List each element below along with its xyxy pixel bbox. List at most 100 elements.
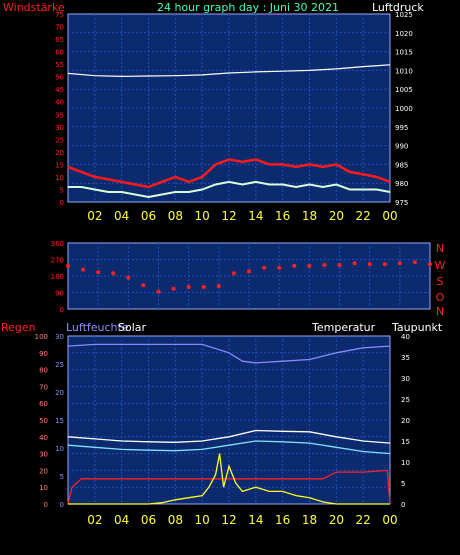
hour-tick-label: 16	[275, 513, 290, 527]
dewpoint-line	[67, 440, 391, 455]
direction-point	[171, 286, 176, 291]
wind-axis-tick: 5	[60, 186, 64, 194]
hour-tick-label: 10	[195, 209, 210, 223]
pressure-axis-tick: 1010	[395, 67, 413, 75]
humidity-axis-tick: 5	[60, 473, 64, 481]
wind-axis-tick: 20	[55, 149, 64, 157]
taupunkt-label: Taupunkt	[391, 321, 443, 334]
temperature-axis-tick: 10	[401, 459, 410, 467]
wind-axis-tick: 10	[55, 174, 64, 182]
direction-label-w: W	[435, 259, 446, 272]
direction-axis-tick: 360	[51, 240, 64, 248]
direction-point	[367, 262, 372, 267]
hour-tick-label: 06	[141, 209, 156, 223]
wind-axis-tick: 45	[55, 86, 64, 94]
wind-axis-tick: 75	[55, 11, 64, 19]
temperature-axis-tick: 20	[401, 417, 410, 425]
direction-point	[277, 265, 282, 270]
direction-point	[186, 285, 191, 289]
wind-axis-tick: 60	[55, 49, 64, 57]
pressure-axis-tick: 995	[395, 124, 408, 132]
hour-tick-label: 08	[168, 209, 183, 223]
hour-tick-label: 00	[382, 209, 397, 223]
hour-tick-label: 14	[248, 513, 263, 527]
hour-tick-label: 12	[221, 513, 236, 527]
direction-axis-tick: 180	[51, 273, 64, 281]
humidity-axis-tick: 25	[55, 361, 64, 369]
hour-tick-label: 10	[195, 513, 210, 527]
direction-point	[111, 271, 116, 276]
wind-axis-tick: 30	[55, 124, 64, 132]
direction-point	[428, 262, 432, 267]
temperature-axis-tick: 0	[401, 501, 405, 509]
direction-point	[216, 284, 221, 289]
regen-label: Regen	[1, 321, 36, 334]
humidity-axis-tick: 0	[60, 501, 64, 509]
rain-axis-tick: 50	[39, 417, 48, 425]
rain-axis-tick: 0	[44, 501, 48, 509]
direction-point	[292, 263, 297, 268]
direction-label-o: O	[436, 291, 445, 304]
temperature-axis-tick: 25	[401, 396, 410, 404]
direction-point	[126, 275, 131, 280]
temperature-axis-tick: 35	[401, 354, 410, 362]
wind-axis-tick: 65	[55, 36, 64, 44]
direction-point	[231, 271, 236, 276]
luftfeuchte-label: Luftfeuchte	[66, 321, 129, 334]
temperature-axis-tick: 5	[401, 480, 405, 488]
pressure-axis-tick: 1000	[395, 105, 413, 113]
pressure-line	[67, 64, 391, 78]
wind-axis-tick: 0	[60, 199, 64, 207]
direction-point	[322, 263, 327, 267]
wind-axis-tick: 35	[55, 111, 64, 119]
rain-axis-tick: 30	[39, 451, 48, 459]
hour-tick-label: 06	[141, 513, 156, 527]
pressure-axis-tick: 985	[395, 161, 408, 169]
direction-point	[397, 261, 402, 266]
direction-point	[337, 263, 342, 267]
humidity-axis-tick: 30	[55, 333, 64, 341]
humidity-axis-tick: 20	[55, 389, 64, 397]
direction-point	[201, 285, 206, 289]
rain-axis-tick: 90	[39, 350, 48, 358]
direction-point	[96, 270, 101, 275]
direction-axis-tick: 270	[51, 257, 64, 265]
direction-point	[247, 269, 251, 274]
direction-label-s: S	[437, 275, 444, 288]
direction-axis-tick: 90	[55, 290, 64, 298]
temperature-axis-tick: 40	[401, 333, 410, 341]
temperature-axis-tick: 15	[401, 438, 410, 446]
rain-axis-tick: 20	[39, 467, 48, 475]
hour-tick-label: 04	[114, 209, 129, 223]
hour-tick-label: 08	[168, 513, 183, 527]
direction-point	[262, 265, 267, 270]
luftdruck-label: Luftdruck	[372, 1, 424, 14]
hour-tick-label: 18	[302, 209, 317, 223]
rain-line	[67, 469, 391, 505]
hour-tick-label: 20	[329, 513, 344, 527]
direction-point	[156, 289, 161, 294]
hour-tick-label: 12	[221, 209, 236, 223]
humidity-axis-tick: 15	[55, 417, 64, 425]
hour-tick-label: 20	[329, 209, 344, 223]
rain-axis-tick: 80	[39, 367, 48, 375]
wind-axis-tick: 50	[55, 74, 64, 82]
direction-point	[66, 263, 70, 268]
temperatur-label: Temperatur	[311, 321, 376, 334]
temperature-axis-tick: 30	[401, 375, 410, 383]
pressure-axis-tick: 1015	[395, 49, 413, 57]
hour-tick-label: 18	[302, 513, 317, 527]
direction-axis-tick: 0	[60, 306, 64, 314]
wind-axis-tick: 70	[55, 24, 64, 32]
wind-average-line	[68, 180, 391, 199]
hour-tick-label: 02	[87, 513, 102, 527]
hour-tick-label: 22	[356, 513, 371, 527]
hour-tick-label: 14	[248, 209, 263, 223]
solar-line	[68, 453, 390, 505]
hour-tick-label: 02	[87, 209, 102, 223]
pressure-axis-tick: 980	[395, 180, 408, 188]
direction-point	[81, 267, 86, 272]
hour-tick-label: 04	[114, 513, 129, 527]
direction-label-n-top: N	[436, 242, 444, 255]
